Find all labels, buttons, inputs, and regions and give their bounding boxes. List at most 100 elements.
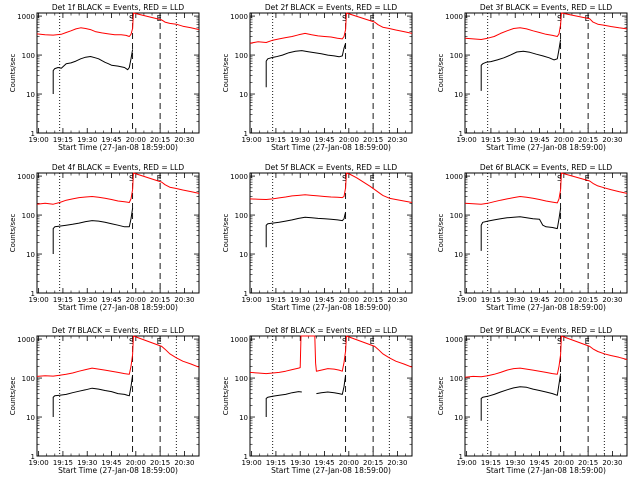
panel-1: Det 1f BLACK = Events, RED = LLD 1 10 100 10… xyxy=(9,3,200,152)
x-tick-label: 20:15 xyxy=(363,296,383,304)
plot-frame xyxy=(249,335,413,457)
x-tick-label: 19:00 xyxy=(457,296,477,304)
x-tick-label: 20:30 xyxy=(602,459,622,467)
x-tick-label: 20:30 xyxy=(602,136,622,144)
vline-marker-label: E xyxy=(585,337,590,346)
panel-title: Det 5f BLACK = Events, RED = LLD xyxy=(265,163,398,172)
lld-series-line xyxy=(249,12,413,44)
x-tick-label: 19:15 xyxy=(266,136,286,144)
x-tick-label: 19:30 xyxy=(77,136,97,144)
x-axis-label: Start Time (27-Jan-08 18:59:00) xyxy=(271,466,391,475)
y-tick-label: 10 xyxy=(26,91,35,99)
lld-series-line xyxy=(36,172,200,205)
vline-marker-label: E xyxy=(370,14,375,23)
panel-title: Det 7f BLACK = Events, RED = LLD xyxy=(52,326,185,335)
x-axis-label: Start Time (27-Jan-08 18:59:00) xyxy=(58,143,178,152)
vline-marker-label: S xyxy=(129,174,134,183)
y-axis-label: Counts/sec xyxy=(222,377,230,416)
events-series-line xyxy=(52,374,134,417)
vline-marker-label: S xyxy=(557,337,562,346)
events-series-line xyxy=(480,39,562,91)
x-tick-label: 20:00 xyxy=(554,136,574,144)
y-tick-label: 1 xyxy=(31,453,35,461)
plot-frame xyxy=(464,12,628,134)
y-tick-label: 1000 xyxy=(445,336,463,344)
panel-7: Det 7f BLACK = Events, RED = LLD 1 10 100 10… xyxy=(9,326,200,475)
y-axis-label: Counts/sec xyxy=(9,214,17,253)
x-tick-label: 19:00 xyxy=(242,459,262,467)
lld-series-line xyxy=(249,335,413,375)
panel-4: Det 4f BLACK = Events, RED = LLD 1 10 100 10… xyxy=(9,163,200,312)
x-tick-label: 20:00 xyxy=(339,136,359,144)
y-tick-label: 10 xyxy=(454,251,463,259)
y-axis-label: Counts/sec xyxy=(437,214,445,253)
plot-frame xyxy=(464,335,628,457)
x-tick-label: 19:45 xyxy=(314,296,334,304)
panel-8: Det 8f BLACK = Events, RED = LLD 1 10 100 10… xyxy=(222,326,413,475)
y-tick-label: 100 xyxy=(22,375,35,383)
x-tick-label: 19:45 xyxy=(529,296,549,304)
x-tick-label: 19:30 xyxy=(290,296,310,304)
x-tick-label: 20:15 xyxy=(150,459,170,467)
y-tick-label: 100 xyxy=(22,52,35,60)
vline-marker-label: S xyxy=(129,337,134,346)
vline-marker-label: E xyxy=(370,174,375,183)
y-tick-label: 100 xyxy=(235,52,248,60)
x-tick-label: 20:00 xyxy=(554,296,574,304)
x-tick-label: 19:45 xyxy=(101,136,121,144)
x-tick-label: 20:30 xyxy=(387,459,407,467)
panel-title: Det 9f BLACK = Events, RED = LLD xyxy=(480,326,613,335)
y-tick-label: 1000 xyxy=(17,173,35,181)
x-tick-label: 19:00 xyxy=(242,136,262,144)
x-tick-label: 19:45 xyxy=(314,136,334,144)
events-series-line xyxy=(52,49,134,94)
x-tick-label: 20:30 xyxy=(174,296,194,304)
y-tick-label: 10 xyxy=(454,91,463,99)
x-tick-label: 20:15 xyxy=(578,296,598,304)
x-tick-label: 20:00 xyxy=(554,459,574,467)
events-series-line xyxy=(265,211,347,248)
lld-series-line xyxy=(36,335,200,377)
x-tick-label: 19:45 xyxy=(101,459,121,467)
panel-title: Det 2f BLACK = Events, RED = LLD xyxy=(265,3,398,12)
panel-3: Det 3f BLACK = Events, RED = LLD 1 10 100 10… xyxy=(437,3,628,152)
panel-2: Det 2f BLACK = Events, RED = LLD 1 10 100 10… xyxy=(222,3,413,152)
x-tick-label: 19:45 xyxy=(314,459,334,467)
panel-6: Det 6f BLACK = Events, RED = LLD 1 10 100 10… xyxy=(437,163,628,312)
x-tick-label: 20:15 xyxy=(363,136,383,144)
plot-frame xyxy=(249,172,413,294)
x-tick-label: 19:30 xyxy=(505,459,525,467)
x-tick-label: 19:15 xyxy=(481,136,501,144)
panel-title: Det 8f BLACK = Events, RED = LLD xyxy=(265,326,398,335)
y-axis-label: Counts/sec xyxy=(222,214,230,253)
x-axis-label: Start Time (27-Jan-08 18:59:00) xyxy=(58,303,178,312)
y-tick-label: 1000 xyxy=(17,13,35,21)
x-tick-label: 19:00 xyxy=(242,296,262,304)
x-tick-label: 20:00 xyxy=(126,459,146,467)
y-tick-label: 1000 xyxy=(445,173,463,181)
plot-frame xyxy=(36,335,200,457)
plot-frame xyxy=(36,172,200,294)
x-tick-label: 20:15 xyxy=(150,136,170,144)
vline-marker-label: S xyxy=(342,174,347,183)
vline-marker-label: S xyxy=(557,14,562,23)
x-tick-label: 19:15 xyxy=(266,459,286,467)
y-axis-label: Counts/sec xyxy=(437,54,445,93)
x-tick-label: 19:45 xyxy=(529,136,549,144)
y-tick-label: 10 xyxy=(26,251,35,259)
x-tick-label: 19:15 xyxy=(481,459,501,467)
lld-series-line xyxy=(464,335,628,378)
x-axis-label: Start Time (27-Jan-08 18:59:00) xyxy=(486,303,606,312)
x-tick-label: 20:00 xyxy=(339,296,359,304)
vline-marker-label: E xyxy=(370,337,375,346)
x-tick-label: 19:30 xyxy=(505,136,525,144)
x-tick-label: 19:15 xyxy=(481,296,501,304)
x-tick-label: 19:15 xyxy=(53,459,73,467)
events-series-line xyxy=(265,43,347,88)
plot-frame xyxy=(464,172,628,294)
y-tick-label: 10 xyxy=(239,414,248,422)
x-tick-label: 19:00 xyxy=(457,136,477,144)
x-tick-label: 19:15 xyxy=(53,296,73,304)
